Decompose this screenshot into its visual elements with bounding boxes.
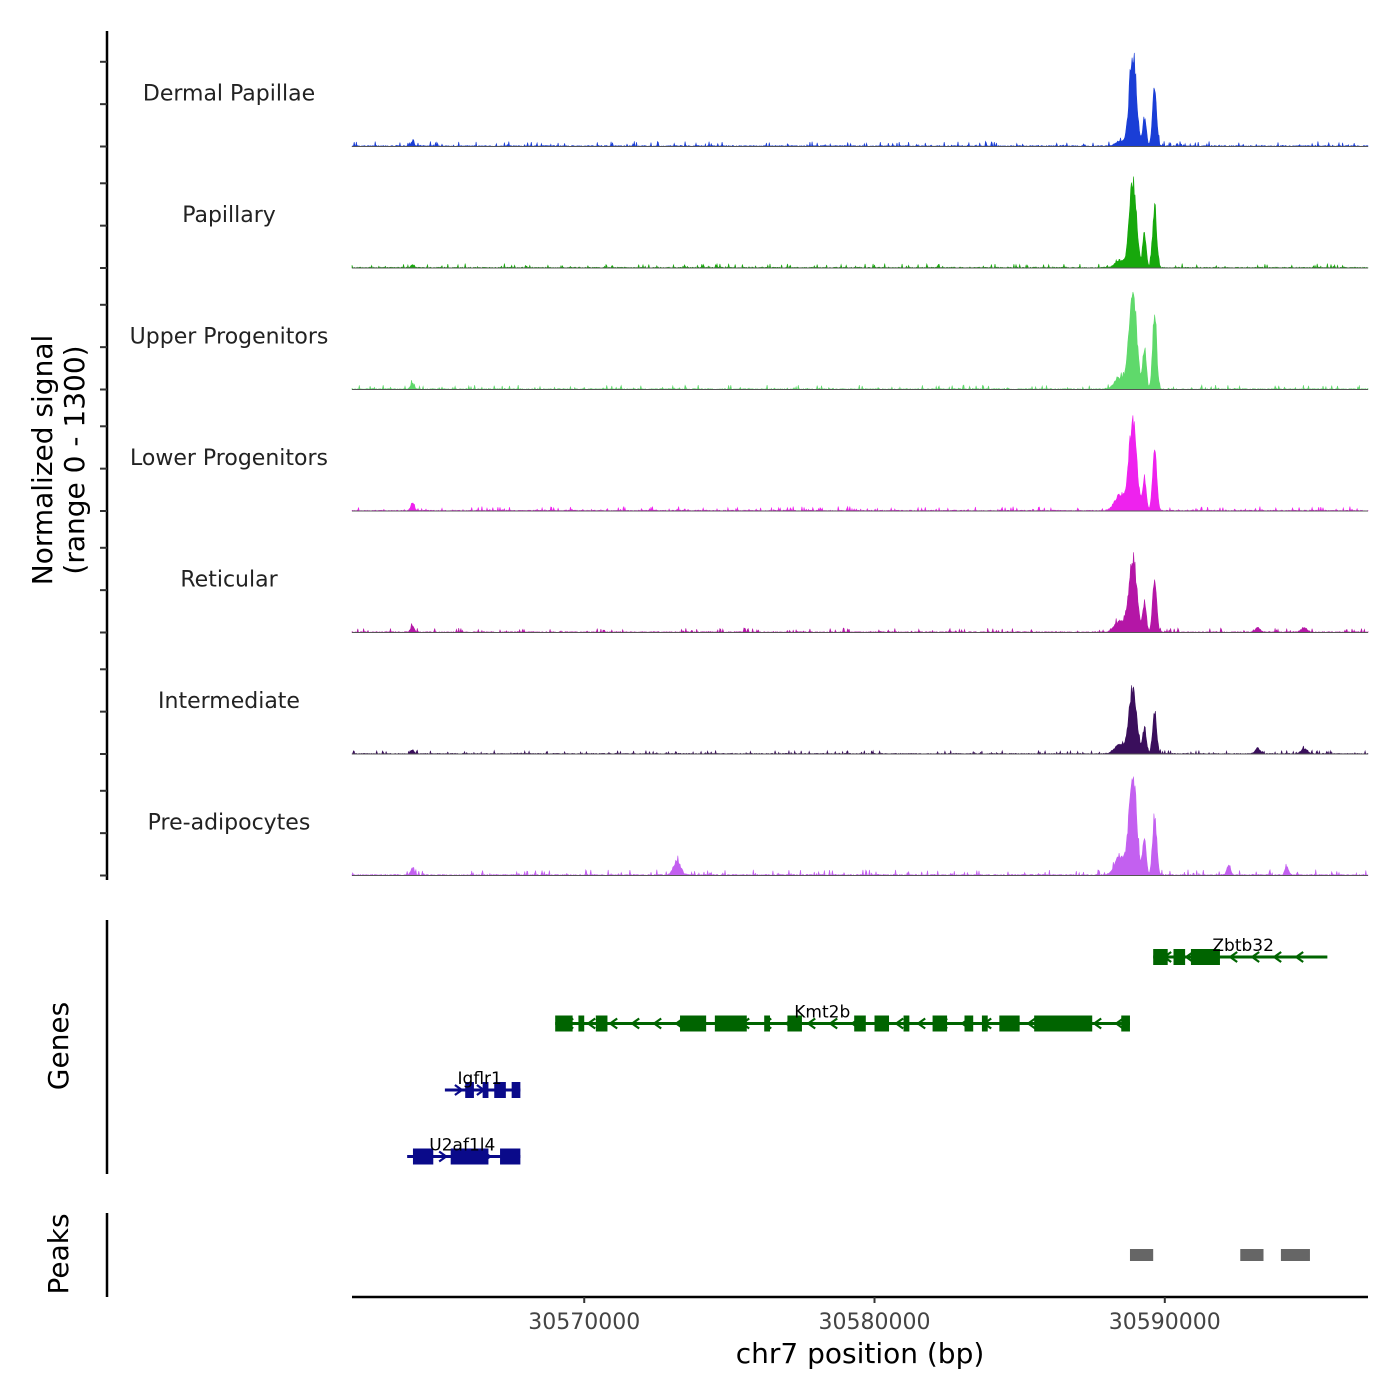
track-upper-progenitors: Upper Progenitors bbox=[130, 291, 1369, 391]
track-intermediate: Intermediate bbox=[158, 685, 1369, 756]
track-label: Papillary bbox=[182, 203, 276, 228]
strand-chevron bbox=[1294, 951, 1304, 963]
track-label: Pre-adipocytes bbox=[148, 811, 311, 836]
gene-kmt2b: Kmt2b bbox=[555, 1003, 1130, 1032]
strand-chevron bbox=[1184, 951, 1194, 963]
exon bbox=[511, 1082, 521, 1098]
exon bbox=[932, 1015, 948, 1032]
gene-label: Igflr1 bbox=[458, 1069, 502, 1089]
signal-area bbox=[351, 552, 1369, 634]
genes-track: Zbtb32 Kmt2b Igflr1 U2af1l4 bbox=[407, 936, 1328, 1165]
genes-track-title: Genes bbox=[42, 1002, 75, 1090]
strand-chevron bbox=[1250, 951, 1260, 963]
exon bbox=[854, 1015, 866, 1032]
gene-u2af1l4: U2af1l4 bbox=[407, 1136, 521, 1165]
peak-region bbox=[1280, 1249, 1310, 1261]
signal-area bbox=[351, 291, 1369, 391]
gene-zbtb32: Zbtb32 bbox=[1153, 936, 1328, 965]
exon bbox=[903, 1015, 910, 1032]
strand-chevron bbox=[454, 1084, 464, 1096]
exon bbox=[595, 1015, 608, 1032]
signal-area bbox=[351, 776, 1369, 877]
axes: 30570000 30580000 30590000 bbox=[100, 31, 1368, 1335]
strand-chevron bbox=[1026, 1017, 1036, 1030]
x-tick-label: 30570000 bbox=[528, 1310, 640, 1335]
x-axis-title: chr7 position (bp) bbox=[736, 1337, 985, 1370]
gene-label: U2af1l4 bbox=[429, 1136, 495, 1156]
strand-chevron bbox=[894, 1017, 904, 1030]
exon bbox=[555, 1015, 573, 1032]
y-axis-title-line2: (range 0 - 1300) bbox=[58, 345, 91, 574]
exon bbox=[787, 1015, 802, 1032]
exon bbox=[680, 1015, 707, 1032]
exon bbox=[1190, 949, 1220, 965]
x-tick-label: 30580000 bbox=[819, 1310, 931, 1335]
exon bbox=[450, 1148, 489, 1165]
y-axis-title-line1: Normalized signal bbox=[26, 335, 59, 586]
strand-chevron bbox=[1228, 951, 1238, 963]
track-lower-progenitors: Lower Progenitors bbox=[130, 415, 1369, 512]
track-reticular: Reticular bbox=[180, 552, 1369, 634]
strand-chevron bbox=[806, 1017, 816, 1030]
exon bbox=[999, 1015, 1020, 1032]
strand-chevron bbox=[1092, 1017, 1102, 1030]
exon bbox=[500, 1148, 521, 1165]
track-label: Lower Progenitors bbox=[130, 446, 328, 471]
signal-area bbox=[351, 685, 1369, 756]
exon bbox=[714, 1015, 747, 1032]
exon bbox=[465, 1082, 474, 1098]
signal-area bbox=[351, 52, 1369, 148]
exon bbox=[578, 1015, 585, 1032]
exon bbox=[964, 1015, 974, 1032]
strand-chevron bbox=[630, 1017, 640, 1030]
exon bbox=[412, 1148, 434, 1165]
track-label: Dermal Papillae bbox=[143, 82, 315, 107]
track-label: Reticular bbox=[180, 568, 278, 593]
exon bbox=[1121, 1015, 1130, 1032]
signal-area bbox=[351, 176, 1369, 269]
strand-chevron bbox=[828, 1017, 838, 1030]
strand-chevron bbox=[916, 1017, 926, 1030]
gene-label: Zbtb32 bbox=[1212, 936, 1274, 956]
exon bbox=[1173, 949, 1186, 965]
gene-igflr1: Igflr1 bbox=[444, 1069, 521, 1098]
exon bbox=[981, 1015, 988, 1032]
strand-chevron bbox=[652, 1017, 662, 1030]
x-tick-label: 30590000 bbox=[1109, 1310, 1221, 1335]
exon bbox=[1034, 1015, 1093, 1032]
exon bbox=[874, 1015, 890, 1032]
track-dermal-papillae: Dermal Papillae bbox=[143, 52, 1369, 148]
strand-chevron bbox=[608, 1017, 618, 1030]
peaks-track-title: Peaks bbox=[42, 1213, 75, 1294]
peak-region bbox=[1129, 1249, 1154, 1261]
peak-region bbox=[1240, 1249, 1264, 1261]
strand-chevron bbox=[1114, 1017, 1124, 1030]
track-papillary: Papillary bbox=[182, 176, 1369, 269]
exon bbox=[494, 1082, 506, 1098]
peaks-track bbox=[1129, 1249, 1310, 1261]
exon bbox=[764, 1015, 771, 1032]
track-label: Intermediate bbox=[158, 689, 300, 714]
strand-chevron bbox=[586, 1017, 596, 1030]
strand-chevron bbox=[1272, 951, 1282, 963]
exon bbox=[482, 1082, 489, 1098]
strand-chevron bbox=[438, 1150, 449, 1163]
gene-label: Kmt2b bbox=[794, 1003, 850, 1023]
track-label: Upper Progenitors bbox=[130, 325, 329, 350]
exon bbox=[1153, 949, 1168, 965]
signal-tracks: Dermal Papillae Papillary Upper Progenitor… bbox=[130, 52, 1369, 877]
track-pre-adipocytes: Pre-adipocytes bbox=[148, 776, 1369, 877]
signal-area bbox=[351, 415, 1369, 512]
